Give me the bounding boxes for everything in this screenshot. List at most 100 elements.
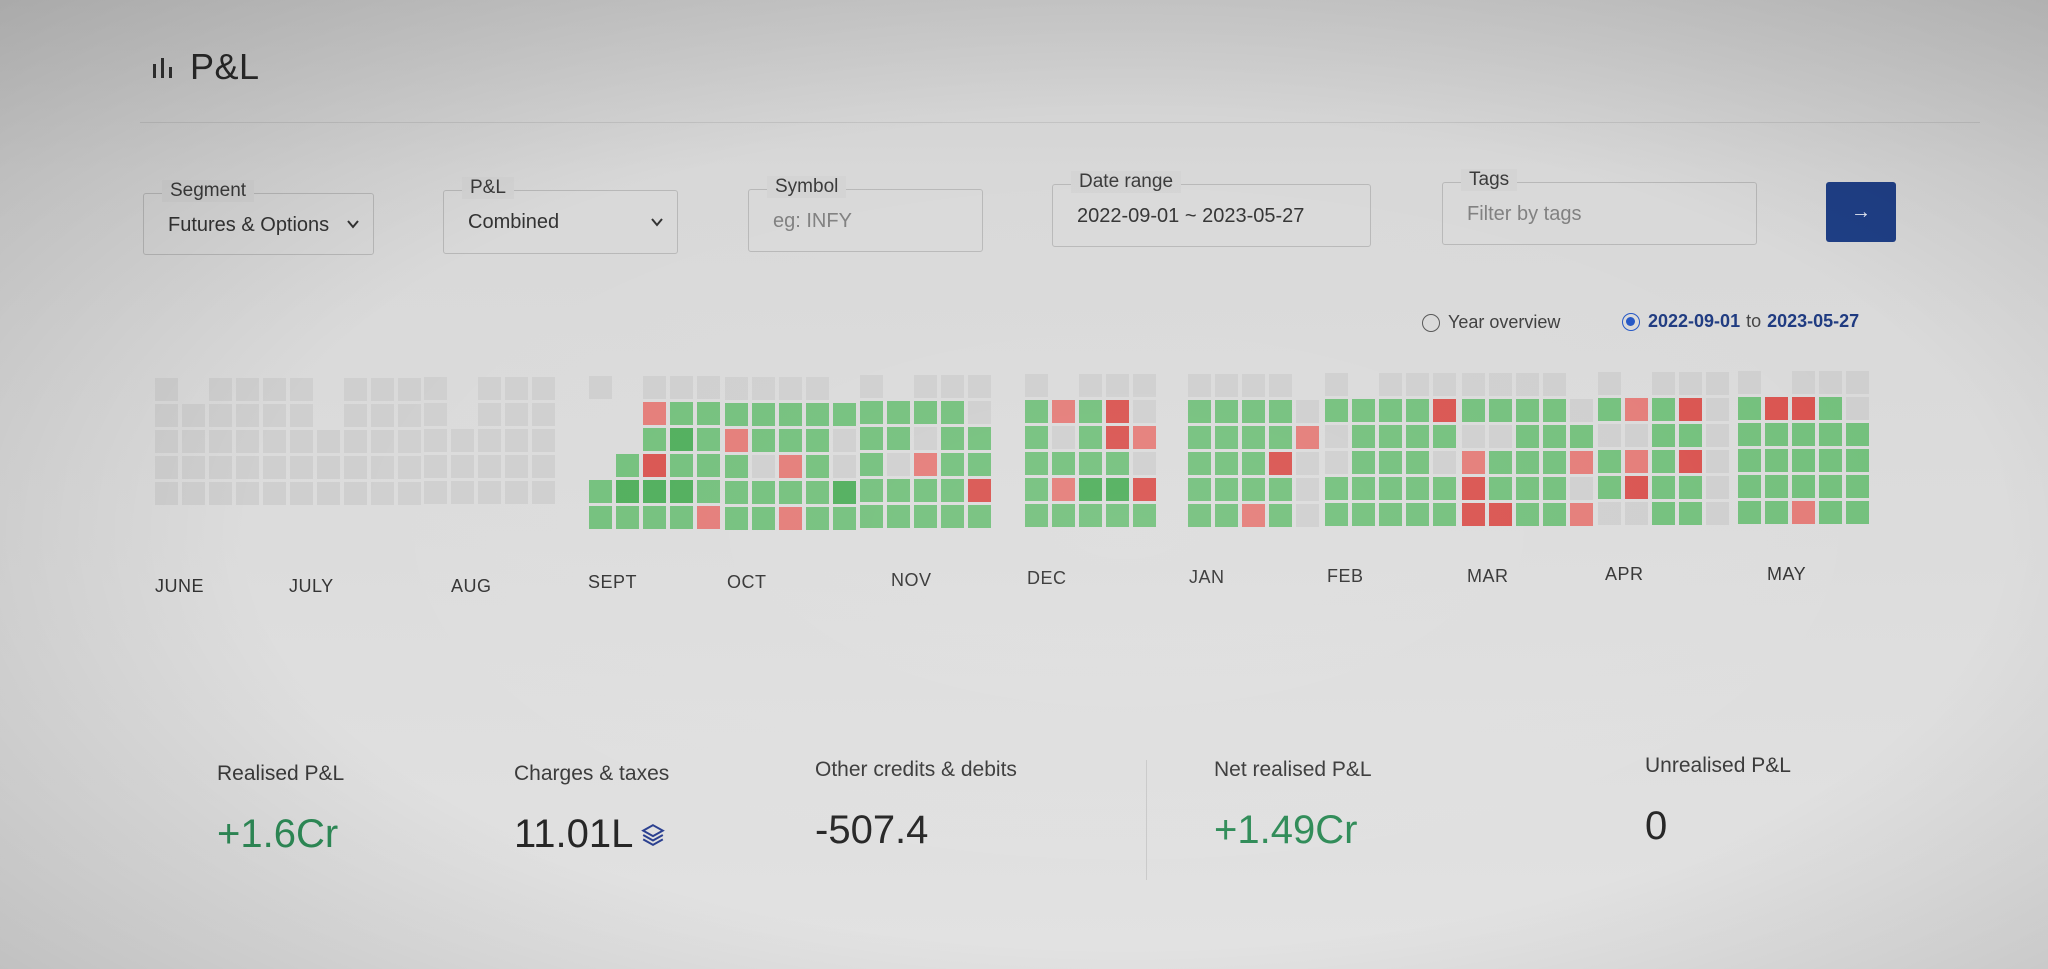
day-cell[interactable] <box>1242 478 1265 501</box>
day-cell[interactable] <box>643 376 666 399</box>
day-cell[interactable] <box>1679 398 1702 421</box>
day-cell[interactable] <box>725 429 748 452</box>
day-cell[interactable] <box>1379 373 1402 396</box>
day-cell[interactable] <box>1846 371 1869 394</box>
day-cell[interactable] <box>1543 425 1566 448</box>
day-cell[interactable] <box>1215 426 1238 449</box>
day-cell[interactable] <box>1379 503 1402 526</box>
day-cell[interactable] <box>1296 452 1319 475</box>
day-cell[interactable] <box>451 429 474 452</box>
day-cell[interactable] <box>398 430 421 453</box>
day-cell[interactable] <box>1462 399 1485 422</box>
day-cell[interactable] <box>1406 425 1429 448</box>
day-cell[interactable] <box>1679 502 1702 525</box>
day-cell[interactable] <box>616 454 639 477</box>
day-cell[interactable] <box>1133 504 1156 527</box>
day-cell[interactable] <box>1079 426 1102 449</box>
day-cell[interactable] <box>1570 503 1593 526</box>
day-cell[interactable] <box>1269 400 1292 423</box>
day-cell[interactable] <box>1489 451 1512 474</box>
day-cell[interactable] <box>505 429 528 452</box>
day-cell[interactable] <box>1462 425 1485 448</box>
day-cell[interactable] <box>697 376 720 399</box>
day-cell[interactable] <box>1133 478 1156 501</box>
day-cell[interactable] <box>1543 503 1566 526</box>
day-cell[interactable] <box>1679 476 1702 499</box>
day-cell[interactable] <box>209 378 232 401</box>
day-cell[interactable] <box>1516 425 1539 448</box>
day-cell[interactable] <box>371 482 394 505</box>
day-cell[interactable] <box>887 453 910 476</box>
day-cell[interactable] <box>643 402 666 425</box>
day-cell[interactable] <box>1352 503 1375 526</box>
day-cell[interactable] <box>725 481 748 504</box>
day-cell[interactable] <box>725 377 748 400</box>
day-cell[interactable] <box>1819 475 1842 498</box>
day-cell[interactable] <box>155 378 178 401</box>
day-cell[interactable] <box>1325 399 1348 422</box>
day-cell[interactable] <box>914 479 937 502</box>
day-cell[interactable] <box>371 404 394 427</box>
day-cell[interactable] <box>1106 478 1129 501</box>
day-cell[interactable] <box>833 481 856 504</box>
day-cell[interactable] <box>317 456 340 479</box>
day-cell[interactable] <box>752 481 775 504</box>
day-cell[interactable] <box>424 455 447 478</box>
day-cell[interactable] <box>1433 399 1456 422</box>
day-cell[interactable] <box>1765 449 1788 472</box>
day-cell[interactable] <box>941 453 964 476</box>
day-cell[interactable] <box>1570 425 1593 448</box>
day-cell[interactable] <box>806 429 829 452</box>
day-cell[interactable] <box>914 505 937 528</box>
day-cell[interactable] <box>236 482 259 505</box>
day-cell[interactable] <box>779 377 802 400</box>
day-cell[interactable] <box>1738 397 1761 420</box>
day-cell[interactable] <box>1406 477 1429 500</box>
day-cell[interactable] <box>1462 503 1485 526</box>
day-cell[interactable] <box>589 506 612 529</box>
day-cell[interactable] <box>1025 426 1048 449</box>
day-cell[interactable] <box>1462 373 1485 396</box>
day-cell[interactable] <box>1765 501 1788 524</box>
day-cell[interactable] <box>670 454 693 477</box>
day-cell[interactable] <box>697 402 720 425</box>
day-cell[interactable] <box>1269 478 1292 501</box>
day-cell[interactable] <box>1543 451 1566 474</box>
day-cell[interactable] <box>236 404 259 427</box>
day-cell[interactable] <box>532 455 555 478</box>
day-cell[interactable] <box>806 377 829 400</box>
day-cell[interactable] <box>1706 476 1729 499</box>
day-cell[interactable] <box>941 479 964 502</box>
day-cell[interactable] <box>752 455 775 478</box>
day-cell[interactable] <box>643 506 666 529</box>
day-cell[interactable] <box>478 377 501 400</box>
day-cell[interactable] <box>1269 452 1292 475</box>
day-cell[interactable] <box>914 453 937 476</box>
day-cell[interactable] <box>1462 477 1485 500</box>
day-cell[interactable] <box>317 430 340 453</box>
day-cell[interactable] <box>643 454 666 477</box>
day-cell[interactable] <box>451 481 474 504</box>
day-cell[interactable] <box>833 429 856 452</box>
day-cell[interactable] <box>1819 371 1842 394</box>
apply-filters-button[interactable]: → <box>1826 182 1896 242</box>
day-cell[interactable] <box>1433 503 1456 526</box>
day-cell[interactable] <box>1652 476 1675 499</box>
day-cell[interactable] <box>1106 504 1129 527</box>
day-cell[interactable] <box>860 479 883 502</box>
day-cell[interactable] <box>1379 451 1402 474</box>
day-cell[interactable] <box>1079 374 1102 397</box>
day-cell[interactable] <box>860 505 883 528</box>
day-cell[interactable] <box>1570 399 1593 422</box>
day-cell[interactable] <box>1792 371 1815 394</box>
day-cell[interactable] <box>1846 501 1869 524</box>
day-cell[interactable] <box>263 456 286 479</box>
day-cell[interactable] <box>1352 477 1375 500</box>
day-cell[interactable] <box>1652 502 1675 525</box>
day-cell[interactable] <box>1325 451 1348 474</box>
day-cell[interactable] <box>1025 400 1048 423</box>
day-cell[interactable] <box>182 456 205 479</box>
day-cell[interactable] <box>1489 425 1512 448</box>
day-cell[interactable] <box>1025 452 1048 475</box>
day-cell[interactable] <box>752 403 775 426</box>
